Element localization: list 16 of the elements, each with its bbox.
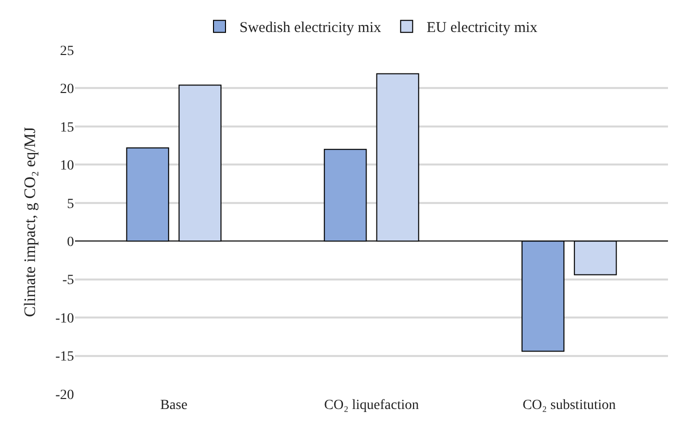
y-tick-label: 10 <box>60 158 74 174</box>
y-tick-label: 0 <box>67 235 74 250</box>
legend-label: Swedish electricity mix <box>240 20 382 36</box>
y-tick-label: 5 <box>67 196 74 212</box>
y-tick-label: -5 <box>62 273 74 288</box>
y-axis-title: Climate impact, g CO₂ eq/MJ <box>22 127 40 317</box>
x-tick-label: Base <box>160 398 188 413</box>
legend-label: EU electricity mix <box>426 20 538 36</box>
y-tick-label: 20 <box>60 82 74 98</box>
y-tick-label: -20 <box>55 388 74 403</box>
x-tick-label: CO₂ substitution <box>522 398 616 413</box>
y-tick-label: -15 <box>55 350 74 365</box>
y-tick-label: -10 <box>55 311 74 326</box>
x-tick-label: CO₂ liquefaction <box>324 398 419 413</box>
y-tick-label: 25 <box>60 44 74 59</box>
y-tick-label: 15 <box>60 120 74 136</box>
